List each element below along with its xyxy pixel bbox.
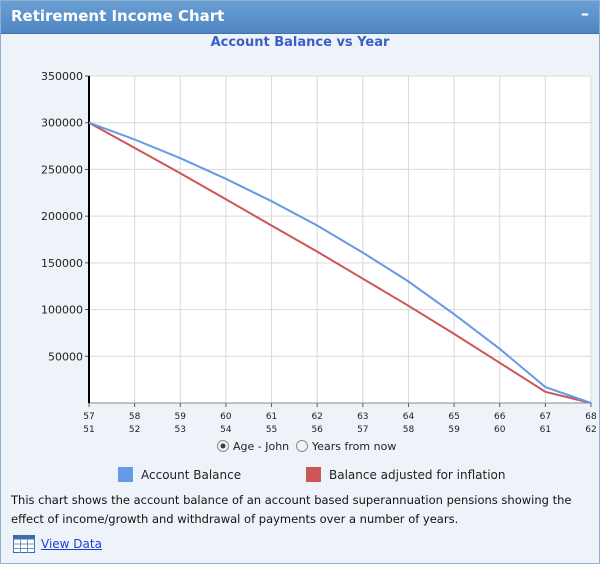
x-tick-label-secondary: 58 — [403, 425, 415, 435]
x-tick-label-secondary: 52 — [129, 425, 140, 435]
x-tick-label-age: 64 — [403, 412, 415, 422]
axis-option-label[interactable]: Years from now — [311, 440, 396, 453]
x-tick-label-age: 57 — [83, 412, 94, 422]
x-tick-label-secondary: 59 — [448, 425, 460, 435]
y-tick-label: 200000 — [41, 210, 83, 223]
y-tick-label: 100000 — [41, 304, 83, 317]
legend-swatch — [306, 467, 321, 482]
axis-option-label[interactable]: Age - John — [233, 440, 289, 453]
x-tick-label-age: 67 — [540, 412, 551, 422]
series-line-account-balance — [88, 121, 592, 404]
minimize-icon[interactable]: – — [581, 4, 589, 23]
x-tick-label-age: 59 — [175, 412, 187, 422]
x-tick-label-secondary: 51 — [83, 425, 94, 435]
view-data-link[interactable]: View Data — [41, 537, 102, 551]
axis-option-radio-dot — [220, 443, 226, 449]
chart-description: This chart shows the account balance of … — [11, 493, 572, 526]
x-tick-label-age: 58 — [129, 412, 141, 422]
x-tick-label-secondary: 54 — [220, 425, 232, 435]
x-tick-label-age: 68 — [585, 412, 597, 422]
legend-swatch — [118, 467, 133, 482]
table-icon[interactable] — [13, 535, 35, 553]
y-tick-label: 150000 — [41, 257, 83, 270]
axis-option-radio[interactable] — [296, 440, 308, 452]
legend-label: Balance adjusted for inflation — [329, 468, 506, 482]
panel-titlebar: Retirement Income Chart – — [1, 1, 599, 34]
x-tick-label-secondary: 56 — [311, 425, 323, 435]
x-tick-label-secondary: 55 — [266, 425, 277, 435]
x-tick-label-age: 63 — [357, 412, 368, 422]
y-tick-label: 300000 — [41, 117, 83, 130]
view-data-row: View Data — [13, 534, 102, 554]
x-tick-label-secondary: 53 — [175, 425, 186, 435]
x-tick-label-secondary: 57 — [357, 425, 368, 435]
account-balance-chart: Account Balance vs Year 50000 100000 150000… — [41, 35, 597, 482]
x-tick-label-age: 60 — [220, 412, 232, 422]
x-tick-label-age: 66 — [494, 412, 506, 422]
legend-label: Account Balance — [141, 468, 241, 482]
chart-title: Account Balance vs Year — [211, 35, 390, 50]
x-tick-label-age: 62 — [311, 412, 322, 422]
series-line-inflation-adjusted — [88, 121, 592, 404]
x-tick-label-secondary: 61 — [540, 425, 551, 435]
y-tick-label: 50000 — [48, 350, 83, 363]
x-tick-label-secondary: 62 — [585, 425, 596, 435]
panel-title: Retirement Income Chart — [11, 7, 225, 25]
x-tick-label-age: 61 — [266, 412, 277, 422]
x-tick-label-secondary: 60 — [494, 425, 506, 435]
y-tick-label: 350000 — [41, 70, 83, 83]
x-tick-label-age: 65 — [448, 412, 459, 422]
y-tick-label: 250000 — [41, 163, 83, 176]
